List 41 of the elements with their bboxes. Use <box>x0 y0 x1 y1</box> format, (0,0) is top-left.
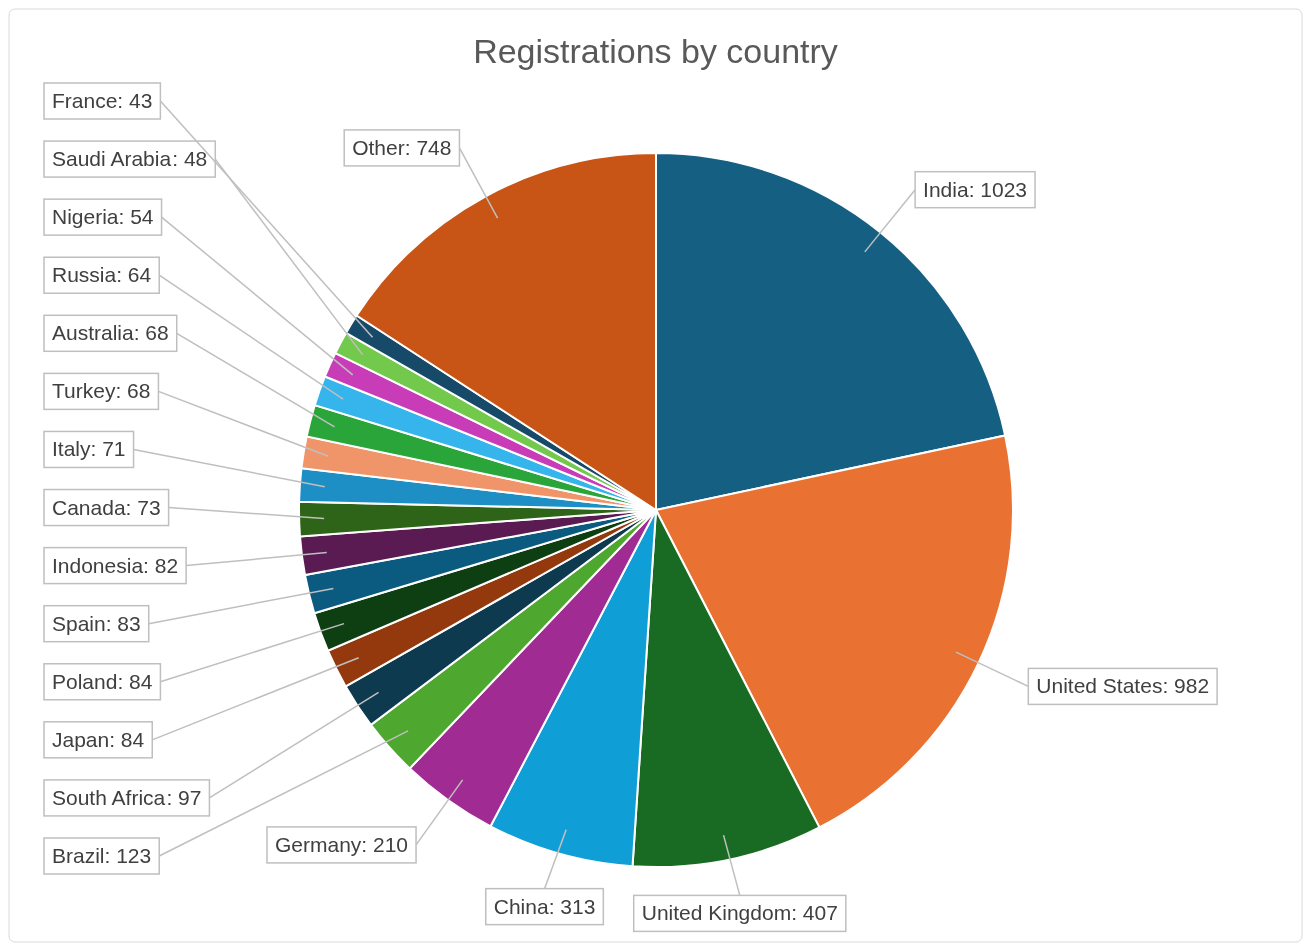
data-label: : 407 <box>791 901 838 925</box>
slice-label: Nigeria <box>52 205 119 229</box>
data-label: : 210 <box>361 832 409 856</box>
slice-label: China <box>493 894 549 918</box>
slice-label: Germany <box>274 832 362 856</box>
slice-label: Italy <box>52 437 92 461</box>
data-label: : 1023 <box>968 177 1028 201</box>
slice-label: Japan <box>52 727 110 751</box>
data-label: : 982 <box>1162 674 1210 698</box>
slice-label: India <box>923 177 969 201</box>
data-label: : 43 <box>117 89 153 112</box>
slice-label: South Africa <box>52 785 166 809</box>
data-label: : 84 <box>109 727 145 751</box>
data-label: : 82 <box>143 553 179 577</box>
slice-label: United Kingdom <box>641 901 792 925</box>
data-label: : 64 <box>116 263 152 287</box>
data-label: : 97 <box>166 785 202 809</box>
chart-title: Registrations by country <box>473 32 838 70</box>
slice-label: Brazil <box>52 844 105 867</box>
data-label: : 83 <box>105 611 141 635</box>
slice-label: France <box>52 89 118 112</box>
data-label: : 71 <box>90 437 126 461</box>
data-label: : 54 <box>118 205 154 229</box>
data-label: : 123 <box>104 844 152 867</box>
data-label: : 84 <box>117 669 153 693</box>
data-label: : 313 <box>548 894 596 918</box>
data-label: : 68 <box>115 379 151 403</box>
data-label: : 73 <box>125 495 161 519</box>
data-label: : 68 <box>133 321 169 345</box>
slice-label: Other <box>352 135 405 159</box>
slice-label: Turkey <box>52 379 116 403</box>
data-label: : 48 <box>172 147 208 171</box>
slice-label: Canada <box>52 495 126 519</box>
slice-label: Saudi Arabia <box>52 147 172 171</box>
slice-label: Russia <box>52 263 117 287</box>
slice-label: Poland <box>52 669 118 693</box>
slice-label: Spain <box>52 611 106 635</box>
slice-label: United States <box>1036 674 1163 698</box>
data-label: : 748 <box>404 135 452 159</box>
slice-label: Indonesia <box>52 553 144 577</box>
slice-label: Australia <box>52 321 135 345</box>
